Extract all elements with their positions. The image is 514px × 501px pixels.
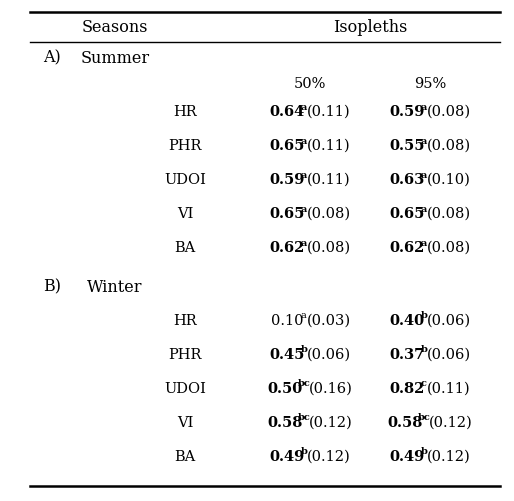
Text: a: a: [420, 103, 427, 112]
Text: (0.16): (0.16): [309, 382, 353, 396]
Text: c: c: [421, 379, 427, 388]
Text: 0.64: 0.64: [269, 105, 305, 119]
Text: b: b: [420, 447, 427, 456]
Text: 0.55: 0.55: [390, 139, 425, 153]
Text: a: a: [420, 238, 427, 247]
Text: (0.08): (0.08): [427, 139, 471, 153]
Text: VI: VI: [177, 207, 193, 221]
Text: 0.40: 0.40: [390, 314, 425, 328]
Text: (0.11): (0.11): [307, 173, 351, 187]
Text: b: b: [300, 447, 307, 456]
Text: (0.12): (0.12): [307, 450, 351, 464]
Text: (0.08): (0.08): [427, 207, 471, 221]
Text: (0.12): (0.12): [309, 416, 353, 430]
Text: UDOI: UDOI: [164, 173, 206, 187]
Text: BA: BA: [174, 450, 196, 464]
Text: 0.62: 0.62: [269, 241, 305, 255]
Text: b: b: [300, 346, 307, 355]
Text: bc: bc: [417, 413, 430, 422]
Text: PHR: PHR: [168, 348, 201, 362]
Text: 50%: 50%: [294, 77, 326, 91]
Text: Isopleths: Isopleths: [333, 19, 407, 36]
Text: 0.82: 0.82: [390, 382, 425, 396]
Text: VI: VI: [177, 416, 193, 430]
Text: (0.03): (0.03): [306, 314, 351, 328]
Text: (0.12): (0.12): [427, 450, 470, 464]
Text: b: b: [420, 346, 427, 355]
Text: 0.49: 0.49: [390, 450, 425, 464]
Text: bc: bc: [298, 413, 310, 422]
Text: a: a: [301, 136, 307, 145]
Text: 0.65: 0.65: [390, 207, 425, 221]
Text: 0.62: 0.62: [390, 241, 425, 255]
Text: UDOI: UDOI: [164, 382, 206, 396]
Text: Seasons: Seasons: [82, 19, 148, 36]
Text: 0.59: 0.59: [390, 105, 425, 119]
Text: 0.63: 0.63: [390, 173, 425, 187]
Text: A): A): [43, 50, 61, 67]
Text: (0.11): (0.11): [307, 105, 351, 119]
Text: BA: BA: [174, 241, 196, 255]
Text: (0.11): (0.11): [307, 139, 351, 153]
Text: (0.08): (0.08): [306, 207, 351, 221]
Text: (0.06): (0.06): [427, 314, 471, 328]
Text: 0.58: 0.58: [267, 416, 303, 430]
Text: (0.06): (0.06): [427, 348, 471, 362]
Text: 0.65: 0.65: [269, 207, 305, 221]
Text: 95%: 95%: [414, 77, 446, 91]
Text: 0.65: 0.65: [269, 139, 305, 153]
Text: (0.08): (0.08): [427, 241, 471, 255]
Text: (0.11): (0.11): [427, 382, 470, 396]
Text: HR: HR: [173, 105, 197, 119]
Text: 0.50: 0.50: [267, 382, 303, 396]
Text: Winter: Winter: [87, 279, 143, 296]
Text: a: a: [301, 103, 307, 112]
Text: a: a: [301, 238, 307, 247]
Text: a: a: [301, 170, 307, 179]
Text: (0.08): (0.08): [427, 105, 471, 119]
Text: 0.37: 0.37: [390, 348, 425, 362]
Text: (0.12): (0.12): [429, 416, 473, 430]
Text: a: a: [420, 170, 427, 179]
Text: 0.59: 0.59: [269, 173, 305, 187]
Text: a: a: [301, 312, 307, 321]
Text: Summer: Summer: [80, 50, 150, 67]
Text: b: b: [420, 312, 427, 321]
Text: bc: bc: [298, 379, 310, 388]
Text: a: a: [301, 204, 307, 213]
Text: B): B): [43, 279, 61, 296]
Text: 0.49: 0.49: [269, 450, 305, 464]
Text: PHR: PHR: [168, 139, 201, 153]
Text: a: a: [420, 204, 427, 213]
Text: 0.10: 0.10: [271, 314, 303, 328]
Text: (0.06): (0.06): [306, 348, 351, 362]
Text: HR: HR: [173, 314, 197, 328]
Text: 0.58: 0.58: [387, 416, 423, 430]
Text: (0.10): (0.10): [427, 173, 471, 187]
Text: (0.08): (0.08): [306, 241, 351, 255]
Text: a: a: [420, 136, 427, 145]
Text: 0.45: 0.45: [269, 348, 305, 362]
